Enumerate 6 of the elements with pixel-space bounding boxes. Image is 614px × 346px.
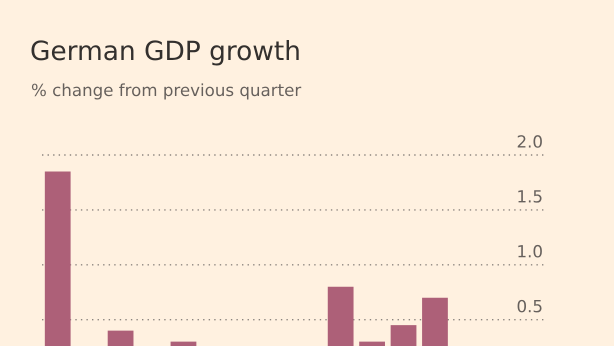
y-tick-label: 2.0 xyxy=(518,135,542,148)
y-tick-label: 1.5 xyxy=(518,190,542,203)
y-tick-label: 0.5 xyxy=(518,300,542,312)
y-tick-label: 1.0 xyxy=(518,244,542,258)
chart-title: German GDP growth xyxy=(31,40,299,66)
chart-subtitle: % change from previous quarter xyxy=(32,83,302,100)
